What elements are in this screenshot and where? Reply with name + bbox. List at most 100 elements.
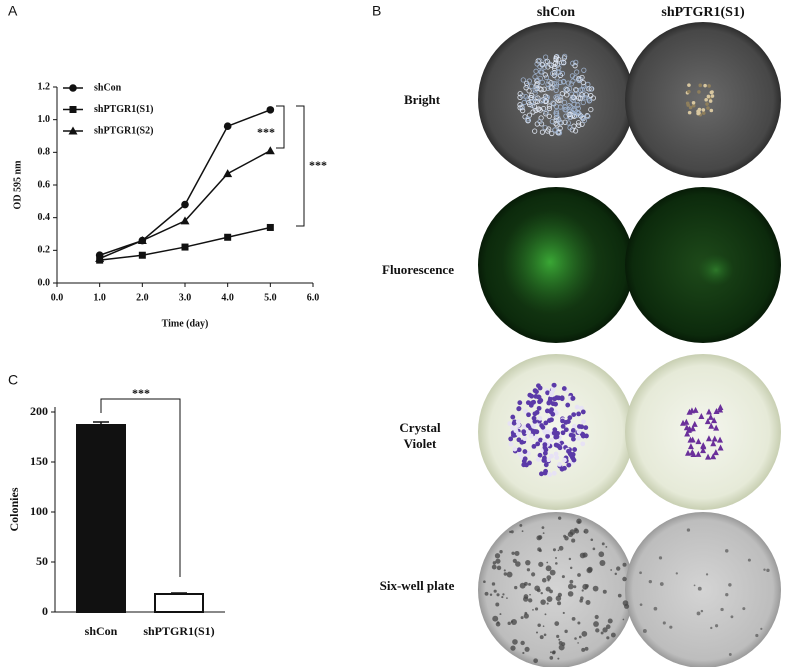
colony [606, 636, 610, 640]
cell [696, 111, 700, 116]
cell [515, 431, 521, 437]
colony [659, 582, 664, 586]
y-tick-label: 0.2 [38, 245, 51, 256]
y-tick-label: 1.0 [38, 114, 51, 125]
cell [572, 447, 578, 452]
cell [552, 127, 558, 133]
cell [576, 411, 582, 417]
significance-brackets [100, 105, 305, 577]
colony [501, 596, 504, 599]
colony [533, 658, 538, 664]
cell [565, 120, 572, 126]
cell [705, 453, 712, 460]
cell [516, 447, 522, 453]
cell [707, 413, 714, 420]
colony [639, 571, 642, 575]
colony [534, 607, 539, 611]
cell [550, 401, 556, 407]
six-well-image [625, 512, 781, 667]
cell [554, 111, 560, 117]
bright-image [478, 22, 634, 178]
cell [557, 125, 563, 131]
colony [574, 637, 577, 640]
colony [552, 548, 556, 552]
colony [622, 600, 629, 606]
cell [517, 91, 523, 97]
cell [535, 457, 541, 462]
cell [571, 436, 576, 442]
cell [531, 443, 537, 449]
cell [562, 53, 568, 59]
row-label: Six-well plate [379, 578, 455, 593]
cell [559, 60, 565, 66]
colony [569, 566, 573, 570]
colony [541, 577, 547, 583]
cell [551, 382, 557, 388]
colony [522, 651, 525, 655]
cell [542, 450, 548, 456]
colony [515, 561, 521, 567]
colony [503, 569, 506, 572]
cell [561, 59, 567, 66]
cell [576, 76, 582, 82]
colony [524, 611, 528, 615]
colony [755, 633, 759, 638]
cell [531, 423, 536, 429]
colony [510, 530, 514, 534]
cell [700, 442, 707, 449]
y-tick-label: 150 [30, 454, 48, 468]
cell [556, 57, 562, 63]
cell [508, 436, 514, 442]
colony [675, 572, 678, 575]
cell [553, 110, 559, 116]
row-label: Bright [403, 92, 441, 107]
cell [565, 402, 571, 408]
colony [617, 593, 622, 598]
colony [584, 587, 587, 590]
cell [710, 440, 717, 447]
colony [546, 596, 553, 602]
cell [559, 91, 565, 97]
cell [539, 129, 546, 135]
colony [581, 630, 588, 637]
colony [545, 565, 552, 572]
cell [713, 408, 720, 415]
bar [154, 593, 204, 613]
marker [223, 169, 233, 178]
colony [511, 551, 515, 555]
cell [516, 406, 522, 412]
cell [708, 422, 715, 429]
cell [539, 62, 545, 68]
cell [543, 54, 549, 60]
six-well-image [478, 512, 634, 667]
cell [562, 457, 567, 463]
cell [581, 67, 587, 73]
cell [580, 80, 586, 86]
colony [584, 646, 589, 651]
cell [526, 78, 532, 84]
row-label: Fluorescence [382, 262, 454, 277]
panel-label: B [372, 3, 381, 19]
cell [706, 106, 710, 110]
column-header: shPTGR1(S1) [661, 5, 745, 20]
cell [551, 470, 557, 476]
cell [542, 72, 548, 78]
bar [76, 424, 126, 613]
cell [557, 120, 563, 126]
cell [512, 446, 518, 452]
cell [537, 415, 543, 421]
cell [555, 443, 561, 449]
colony [700, 609, 704, 613]
colony [495, 558, 501, 564]
cell [559, 395, 565, 401]
x-tick-label: 4.0 [221, 292, 234, 303]
colony [571, 616, 576, 621]
cell [571, 423, 577, 429]
cell [554, 62, 561, 68]
cell [545, 433, 550, 439]
legend-label: shPTGR1(S2) [94, 125, 153, 136]
cell [713, 424, 720, 431]
cell [548, 80, 554, 86]
cell [546, 457, 552, 463]
